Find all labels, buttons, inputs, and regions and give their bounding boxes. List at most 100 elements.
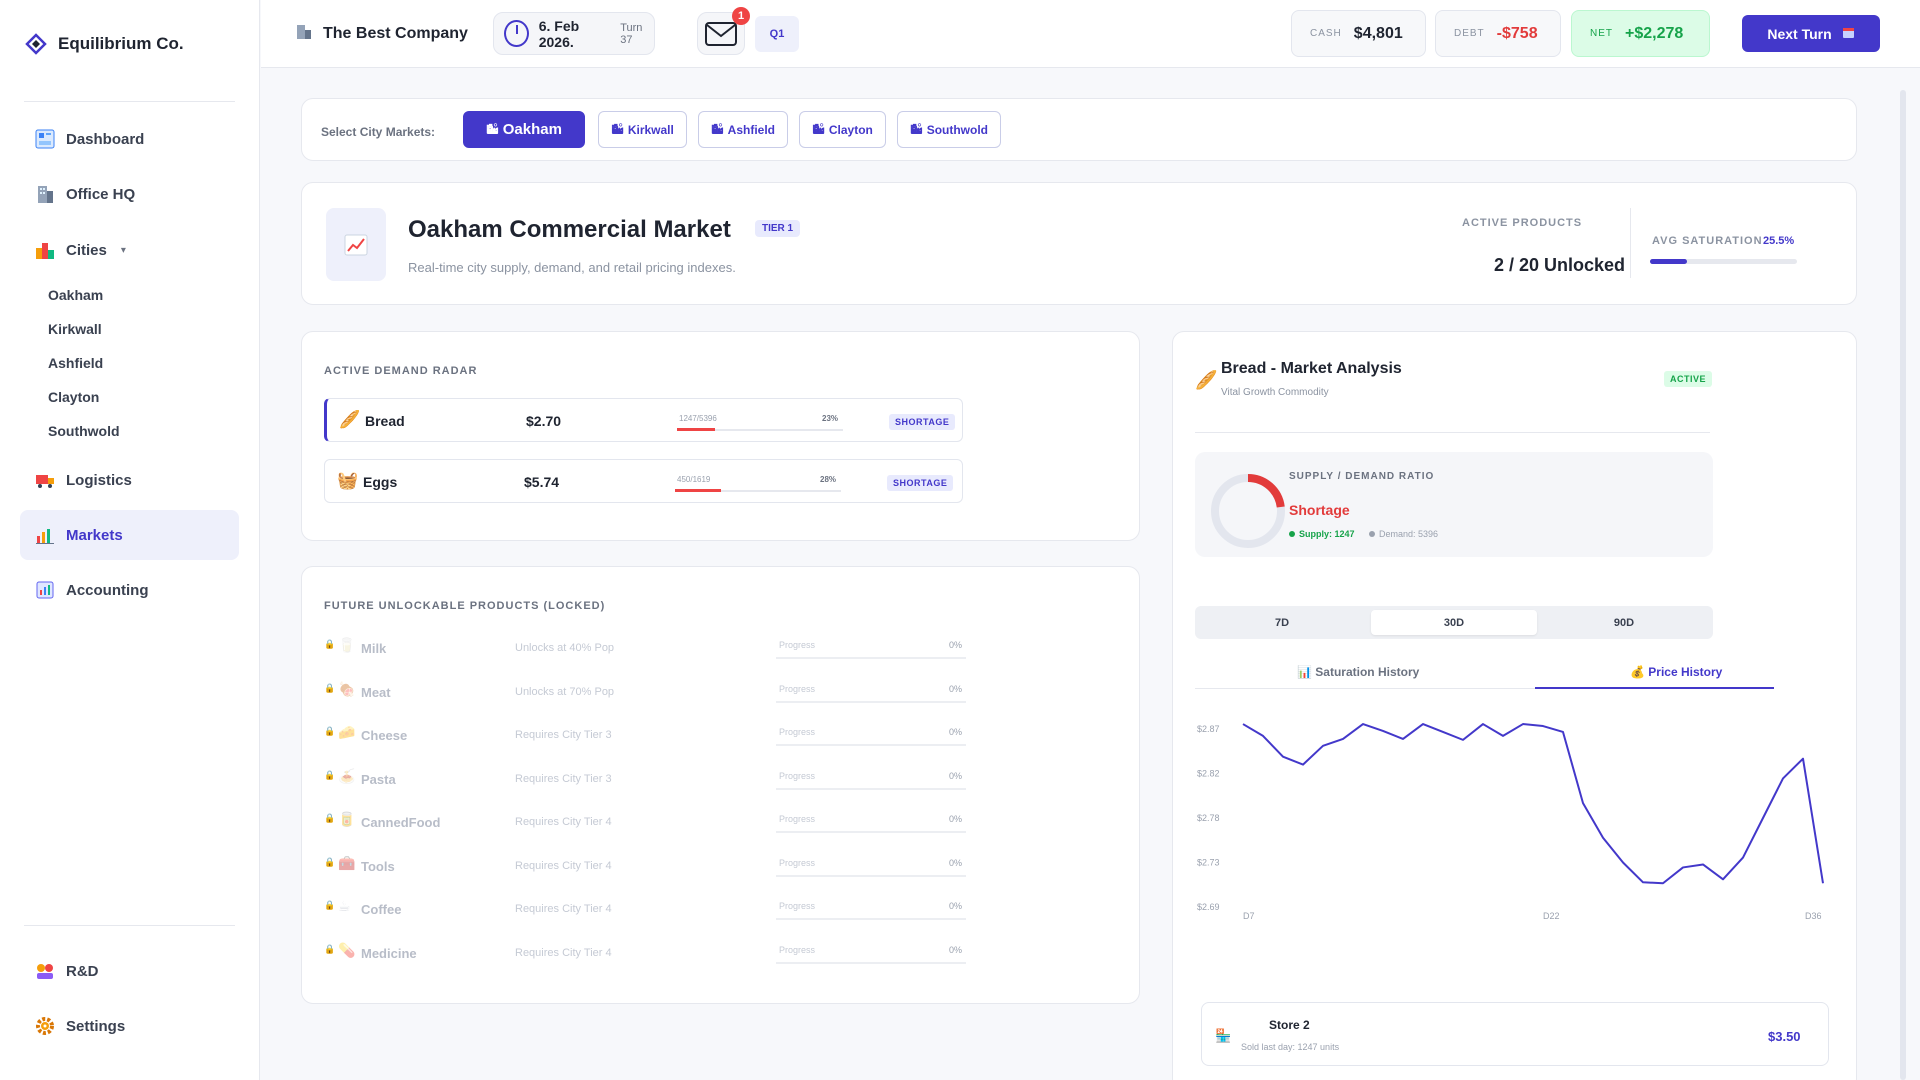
demand-row-bread[interactable]: 🥖 Bread $2.70 1247/5396 23% SHORTAGE: [324, 398, 963, 442]
next-turn-button[interactable]: Next Turn: [1742, 15, 1880, 52]
avg-saturation-label: AVG SATURATION: [1652, 235, 1763, 247]
lock-icon: 🔒: [324, 856, 336, 867]
sidebar-item-office-hq[interactable]: Office HQ: [20, 169, 239, 219]
sidebar-city-kirkwall[interactable]: Kirkwall: [48, 321, 102, 337]
sidebar-item-dashboard[interactable]: Dashboard: [20, 114, 239, 164]
city-tab-label: Southwold: [926, 122, 989, 137]
sidebar-city-oakham[interactable]: Oakham: [48, 287, 104, 303]
chevron-down-icon: ▾: [120, 244, 126, 256]
tab-saturation-history[interactable]: 📊 Saturation History: [1297, 665, 1419, 679]
demand-legend: Demand: 5396: [1369, 529, 1438, 539]
mail-button[interactable]: 1: [697, 7, 750, 55]
product-price: $5.74: [524, 474, 560, 490]
y-tick-label: $2.69: [1197, 902, 1220, 912]
divider: [1195, 432, 1710, 433]
city-tab-oakham[interactable]: 🏙 Oakham: [463, 111, 585, 148]
unlock-requirement: Unlocks at 40% Pop: [515, 642, 615, 654]
supply-demand-ratio: 450/1619: [677, 475, 711, 484]
rnd-icon: [34, 960, 56, 982]
demand-row-eggs[interactable]: 🧺 Eggs $5.74 450/1619 28% SHORTAGE: [324, 459, 963, 503]
mail-icon: [705, 21, 737, 46]
y-tick-label: $2.73: [1197, 858, 1220, 868]
sidebar-city-southwold[interactable]: Southwold: [48, 423, 120, 439]
progress-percent: 0%: [949, 901, 963, 911]
date-display[interactable]: 6. Feb 2026. Turn 37: [493, 12, 655, 55]
scrollbar[interactable]: [1900, 90, 1906, 1080]
lock-icon: 🔒: [324, 900, 336, 910]
chart-up-icon: [326, 208, 386, 281]
sidebar-item-settings[interactable]: Settings: [20, 1001, 239, 1051]
demand-text: Demand: 5396: [1379, 529, 1439, 539]
store-card[interactable]: 🏪 Store 2 Sold last day: 1247 units $3.5…: [1201, 1002, 1829, 1066]
building-icon: 🏙: [486, 124, 499, 135]
sidebar-item-markets[interactable]: Markets: [20, 510, 239, 560]
section-title: ACTIVE DEMAND RADAR: [324, 365, 478, 377]
city-tab-clayton[interactable]: 🏙 Clayton: [799, 111, 886, 148]
unlock-requirement: Requires City Tier 4: [515, 859, 612, 872]
product-name: Medicine: [361, 945, 417, 961]
debt-value: -$758: [1496, 24, 1538, 42]
range-90d[interactable]: 90D: [1613, 616, 1635, 629]
tab-price-history[interactable]: 💰 Price History: [1630, 665, 1722, 679]
quarter-badge: Q1: [755, 16, 799, 52]
debt-display: DEBT -$758: [1435, 10, 1561, 57]
progress-percent: 0%: [949, 814, 963, 824]
x-tick-label: D7: [1243, 911, 1255, 921]
office-icon: [34, 183, 56, 205]
saturation-bar: [675, 489, 841, 492]
range-7d[interactable]: 7D: [1274, 616, 1290, 629]
bread-icon: 🥖: [339, 410, 361, 429]
locked-product-row: 🔒 ☕ Coffee Requires City Tier 4 Progress 0%: [324, 896, 969, 930]
lock-icon: 🔒: [324, 813, 336, 823]
demand-radar: ACTIVE DEMAND RADAR 🥖 Bread $2.70 1247/5…: [301, 331, 1140, 541]
sidebar-item-accounting[interactable]: Accounting: [20, 565, 239, 615]
progress-percent: 0%: [949, 944, 963, 955]
canned-food-icon: 🥫: [338, 811, 356, 827]
sidebar-item-label: R&D: [66, 962, 99, 980]
brand[interactable]: Equilibrium Co.: [24, 32, 184, 56]
money-bag-icon: 💰: [1630, 665, 1645, 679]
progress-bar: [776, 657, 966, 659]
price-line: [1242, 723, 1824, 885]
locked-product-row: 🔒 🧰 Tools Requires City Tier 4 Progress 0%: [324, 853, 969, 887]
cities-icon: [34, 239, 56, 261]
tab-divider: [1195, 688, 1710, 689]
progress-label: Progress: [779, 683, 816, 694]
ratio-status: Shortage: [1289, 502, 1350, 518]
supply-demand-panel: SUPPLY / DEMAND RATIO Shortage Supply: 1…: [1195, 452, 1713, 557]
sidebar-item-cities[interactable]: Cities ▾: [20, 225, 239, 275]
city-tab-southwold[interactable]: 🏙 Southwold: [897, 111, 1001, 148]
unlock-requirement: Requires City Tier 3: [515, 772, 612, 785]
section-title: FUTURE UNLOCKABLE PRODUCTS (LOCKED): [324, 600, 606, 612]
sidebar-city-ashfield[interactable]: Ashfield: [48, 355, 104, 371]
net-value: +$2,278: [1625, 24, 1684, 42]
range-30d[interactable]: 30D: [1371, 610, 1537, 635]
cash-value: $4,801: [1353, 24, 1403, 42]
locked-product-row: 🔒 🧀 Cheese Requires City Tier 3 Progress 0%: [324, 722, 969, 756]
progress-bar: [776, 831, 966, 833]
debt-label: DEBT: [1454, 28, 1485, 39]
progress-label: Progress: [779, 814, 816, 824]
unlock-requirement: Requires City Tier 4: [515, 903, 612, 915]
city-tab-ashfield[interactable]: 🏙 Ashfield: [698, 111, 788, 148]
coffee-icon: ☕: [338, 898, 351, 914]
divider: [1630, 208, 1631, 278]
supply-text: Supply: 1247: [1299, 529, 1355, 539]
page-title: Oakham Commercial Market: [408, 216, 731, 243]
sidebar: Equilibrium Co. Dashboard Office HQ Citi…: [0, 0, 260, 1080]
sidebar-item-logistics[interactable]: Logistics: [20, 455, 239, 505]
sidebar-item-rnd[interactable]: R&D: [20, 946, 239, 996]
progress-bar: [776, 874, 966, 877]
logistics-icon: [34, 469, 56, 491]
sidebar-city-clayton[interactable]: Clayton: [48, 389, 100, 405]
city-tab-kirkwall[interactable]: 🏙 Kirkwall: [598, 111, 687, 148]
store-name: Store 2: [1269, 1018, 1310, 1032]
tools-icon: 🧰: [338, 854, 356, 871]
next-turn-label: Next Turn: [1767, 25, 1832, 42]
product-name: Tools: [361, 858, 395, 874]
lock-icon: 🔒: [324, 943, 336, 954]
avg-saturation-value: 25.5%: [1763, 235, 1795, 247]
turn-text: Turn 37: [620, 21, 643, 46]
progress-label: Progress: [779, 770, 816, 781]
status-badge: SHORTAGE: [887, 475, 954, 491]
